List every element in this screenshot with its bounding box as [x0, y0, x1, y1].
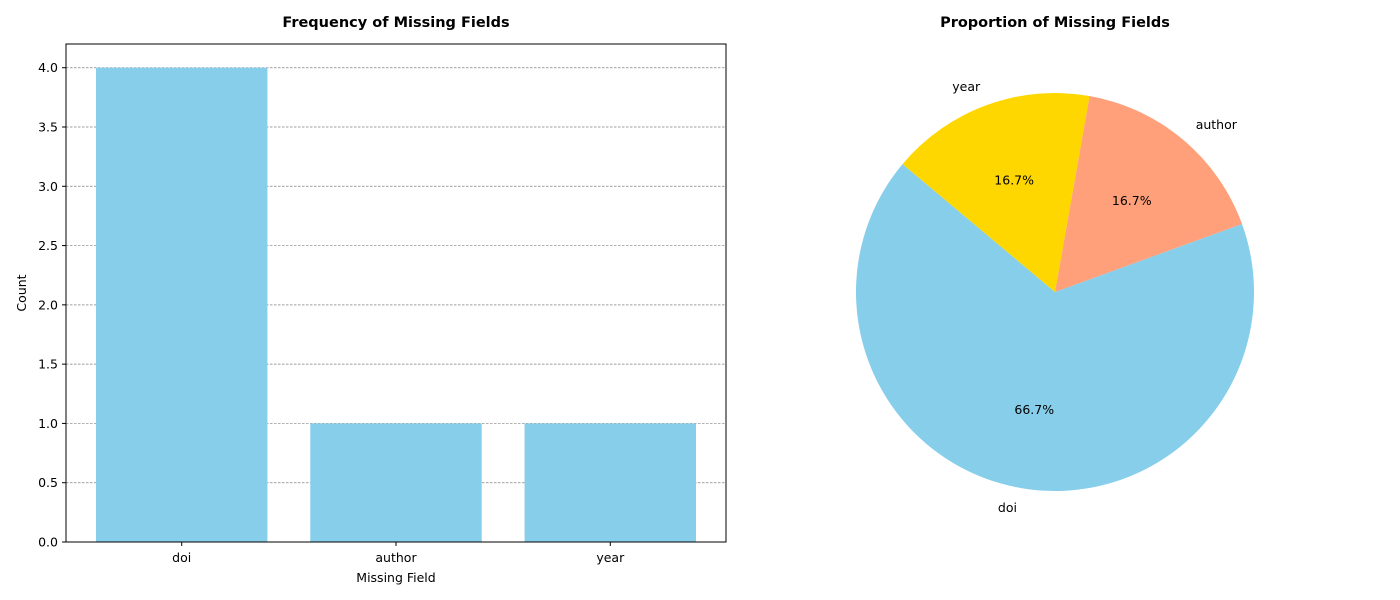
pie-slice-doi	[855, 164, 1254, 491]
pie-chart-slices	[855, 92, 1254, 491]
bar-chart-panel: Frequency of Missing Fields 0.0 0.5 1.0 1.5…	[14, 15, 727, 585]
y-tick-label: 4.0	[38, 60, 58, 75]
pie-label-doi: doi	[998, 500, 1017, 515]
y-tick-label: 1.5	[38, 357, 58, 372]
pie-slice-year	[902, 92, 1090, 293]
y-tick-label: 0.5	[38, 475, 58, 490]
pie-chart-title: Proportion of Missing Fields	[940, 15, 1170, 31]
pie-chart-labels: doi 66.7% author 16.7% year 16.7%	[952, 79, 1238, 515]
pie-percent-author: 16.7%	[1112, 193, 1152, 208]
bar-chart-y-ticks: 0.0 0.5 1.0 1.5 2.0 2.5 3.0 3.5 4.0	[38, 60, 66, 550]
pie-label-author: author	[1196, 117, 1238, 132]
bar-chart-x-axis-label: Missing Field	[356, 570, 435, 585]
pie-label-year: year	[952, 79, 981, 94]
x-tick-label: author	[375, 550, 417, 565]
bar-doi	[96, 67, 268, 542]
x-tick-label: doi	[172, 550, 191, 565]
bar-chart-bars	[96, 67, 696, 542]
y-tick-label: 1.0	[38, 416, 58, 431]
bar-chart-title: Frequency of Missing Fields	[282, 15, 509, 31]
bar-chart-y-axis-label: Count	[14, 274, 29, 311]
y-tick-label: 0.0	[38, 535, 58, 550]
pie-percent-doi: 66.7%	[1014, 402, 1054, 417]
pie-percent-year: 16.7%	[994, 172, 1034, 187]
bar-year	[524, 423, 696, 542]
y-tick-label: 2.5	[38, 238, 58, 253]
pie-chart-panel: Proportion of Missing Fields doi 66.7% aut…	[855, 15, 1254, 515]
y-tick-label: 2.0	[38, 297, 58, 312]
y-tick-label: 3.5	[38, 120, 58, 135]
bar-author	[310, 423, 482, 542]
pie-slice-author	[1055, 96, 1242, 292]
x-tick-label: year	[596, 550, 625, 565]
y-tick-label: 3.0	[38, 179, 58, 194]
bar-chart-x-ticks: doi author year	[172, 542, 625, 565]
